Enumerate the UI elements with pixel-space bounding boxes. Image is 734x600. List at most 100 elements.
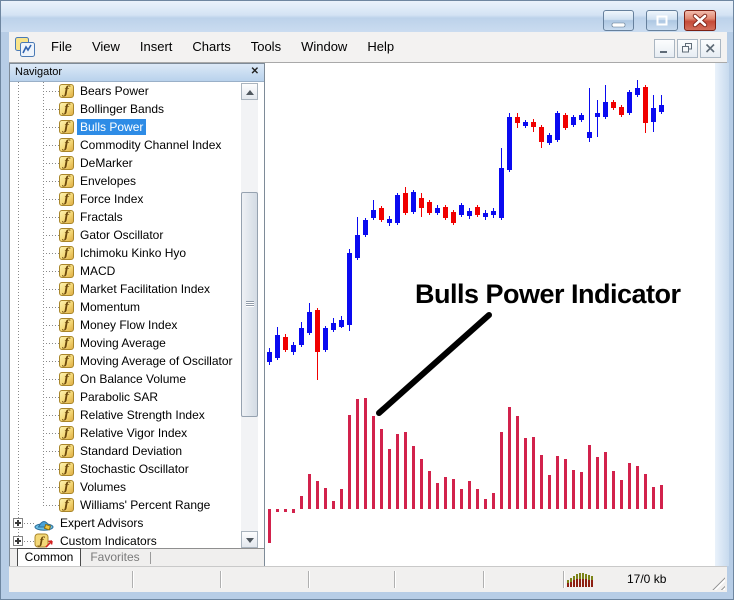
menu-view[interactable]: View xyxy=(91,39,120,54)
menu-file[interactable]: File xyxy=(51,39,72,54)
function-icon: ƒ xyxy=(59,210,74,224)
indicator-label: Relative Strength Index xyxy=(80,408,205,422)
indicator-label: Moving Average xyxy=(80,336,166,350)
menu-insert[interactable]: Insert xyxy=(139,39,173,54)
sidebar-item-bollinger-bands[interactable]: ƒ Bollinger Bands xyxy=(10,100,240,118)
menu-items: File View Insert Charts Tools Window Help xyxy=(41,32,404,62)
sidebar-item-force-index[interactable]: ƒ Force Index xyxy=(10,190,240,208)
close-icon xyxy=(705,43,715,53)
tab-common[interactable]: Common xyxy=(17,548,81,567)
function-icon: ƒ xyxy=(59,192,74,206)
menu-help[interactable]: Help xyxy=(367,39,395,54)
function-icon: ƒ xyxy=(59,444,74,458)
navigator-tabs: Common Favorites xyxy=(10,548,264,567)
sidebar-group-expert-advisors[interactable]: Expert Advisors xyxy=(10,514,240,532)
sidebar-item-moving-average[interactable]: ƒ Moving Average xyxy=(10,334,240,352)
tree-connector xyxy=(43,199,59,200)
status-separator xyxy=(563,571,565,588)
status-separator xyxy=(132,571,134,588)
sidebar-item-volumes[interactable]: ƒ Volumes xyxy=(10,478,240,496)
tree-connector xyxy=(43,127,59,128)
sidebar-item-moving-average-of-oscillator[interactable]: ƒ Moving Average of Oscillator xyxy=(10,352,240,370)
sidebar-item-standard-deviation[interactable]: ƒ Standard Deviation xyxy=(10,442,240,460)
menu-charts[interactable]: Charts xyxy=(192,39,231,54)
tree-connector xyxy=(43,505,59,506)
indicator-label: Envelopes xyxy=(80,174,137,188)
sidebar-item-ichimoku-kinko-hyo[interactable]: ƒ Ichimoku Kinko Hyo xyxy=(10,244,240,262)
chart-close-button[interactable] xyxy=(700,39,721,58)
status-separator xyxy=(483,571,485,588)
indicator-label: Relative Vigor Index xyxy=(80,426,188,440)
sidebar-item-fractals[interactable]: ƒ Fractals xyxy=(10,208,240,226)
tree-connector xyxy=(43,307,59,308)
tree-connector xyxy=(43,361,59,362)
expand-plus-icon[interactable] xyxy=(13,536,23,546)
menu-tools[interactable]: Tools xyxy=(250,39,282,54)
sidebar-item-macd[interactable]: ƒ MACD xyxy=(10,262,240,280)
scroll-down-button[interactable] xyxy=(241,531,258,548)
expand-plus-icon[interactable] xyxy=(13,518,23,528)
window-maximize-button[interactable] xyxy=(646,10,678,31)
sidebar-item-commodity-channel-index[interactable]: ƒ Commodity Channel Index xyxy=(10,136,240,154)
tab-favorites[interactable]: Favorites xyxy=(90,550,140,564)
sidebar-item-relative-strength-index[interactable]: ƒ Relative Strength Index xyxy=(10,406,240,424)
sidebar-item-bears-power[interactable]: ƒ Bears Power xyxy=(10,82,240,100)
sidebar-item-on-balance-volume[interactable]: ƒ On Balance Volume xyxy=(10,370,240,388)
sidebar-item-money-flow-index[interactable]: ƒ Money Flow Index xyxy=(10,316,240,334)
tree-connector xyxy=(43,109,59,110)
navigator-header[interactable]: Navigator ✕ xyxy=(10,64,264,82)
indicator-label: Fractals xyxy=(80,210,123,224)
scroll-up-button[interactable] xyxy=(241,83,258,100)
minimize-icon xyxy=(660,51,667,53)
window-minimize-button[interactable] xyxy=(603,10,634,31)
close-icon xyxy=(692,13,708,28)
indicator-label: On Balance Volume xyxy=(80,372,187,386)
sidebar-item-gator-oscillator[interactable]: ƒ Gator Oscillator xyxy=(10,226,240,244)
sidebar-group-custom-indicators[interactable]: ƒ Custom Indicators xyxy=(10,532,240,550)
function-icon: ƒ xyxy=(59,228,74,242)
maximize-icon xyxy=(656,15,668,26)
navigator-tree: ƒ Bears Power ƒ Bollinger Bands ƒ Bulls Power… xyxy=(10,82,240,550)
tree-connector xyxy=(43,433,59,434)
function-icon: ƒ xyxy=(59,264,74,278)
sidebar-item-williams-percent-range[interactable]: ƒ Williams' Percent Range xyxy=(10,496,240,514)
function-icon: ƒ xyxy=(59,498,74,512)
thumb-grip-icon xyxy=(246,301,254,307)
indicator-label: Momentum xyxy=(80,300,141,314)
sidebar-item-momentum[interactable]: ƒ Momentum xyxy=(10,298,240,316)
tab-separator xyxy=(150,552,151,564)
indicator-label: Moving Average of Oscillator xyxy=(80,354,233,368)
restore-icon xyxy=(682,43,692,53)
navigator-scrollbar[interactable] xyxy=(241,83,258,548)
sidebar-item-bulls-power[interactable]: ƒ Bulls Power xyxy=(10,118,240,136)
sidebar-item-envelopes[interactable]: ƒ Envelopes xyxy=(10,172,240,190)
window-close-button[interactable] xyxy=(684,10,716,31)
navigator-close-icon[interactable]: ✕ xyxy=(250,66,259,77)
expert-advisors-icon xyxy=(34,521,54,531)
resize-grip[interactable] xyxy=(708,573,725,590)
scrollbar-thumb[interactable] xyxy=(241,192,258,417)
chart-restore-button[interactable] xyxy=(677,39,698,58)
tree-connector xyxy=(43,343,59,344)
function-icon: ƒ xyxy=(59,138,74,152)
chart-minimize-button[interactable] xyxy=(654,39,675,58)
tree-connector xyxy=(43,271,59,272)
function-icon: ƒ xyxy=(59,300,74,314)
sidebar-item-market-facilitation-index[interactable]: ƒ Market Facilitation Index xyxy=(10,280,240,298)
function-icon: ƒ xyxy=(59,84,74,98)
sidebar-item-parabolic-sar[interactable]: ƒ Parabolic SAR xyxy=(10,388,240,406)
sidebar-item-relative-vigor-index[interactable]: ƒ Relative Vigor Index xyxy=(10,424,240,442)
tree-connector xyxy=(43,91,59,92)
sidebar-item-demarker[interactable]: ƒ DeMarker xyxy=(10,154,240,172)
chart-area[interactable]: Bulls Power Indicator xyxy=(265,63,715,566)
menu-bar: File View Insert Charts Tools Window Help xyxy=(9,32,727,63)
menu-window[interactable]: Window xyxy=(301,39,348,54)
tree-connector xyxy=(43,163,59,164)
status-separator xyxy=(220,571,222,588)
function-icon: ƒ xyxy=(59,102,74,116)
function-icon: ƒ xyxy=(59,480,74,494)
tree-connector xyxy=(43,325,59,326)
app-logo-icon xyxy=(15,37,35,57)
tree-connector xyxy=(43,397,59,398)
sidebar-item-stochastic-oscillator[interactable]: ƒ Stochastic Oscillator xyxy=(10,460,240,478)
